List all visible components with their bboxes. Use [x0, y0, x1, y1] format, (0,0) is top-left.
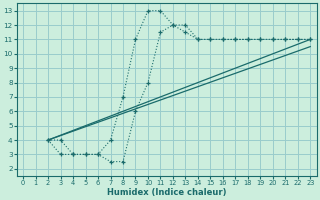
X-axis label: Humidex (Indice chaleur): Humidex (Indice chaleur): [107, 188, 227, 197]
